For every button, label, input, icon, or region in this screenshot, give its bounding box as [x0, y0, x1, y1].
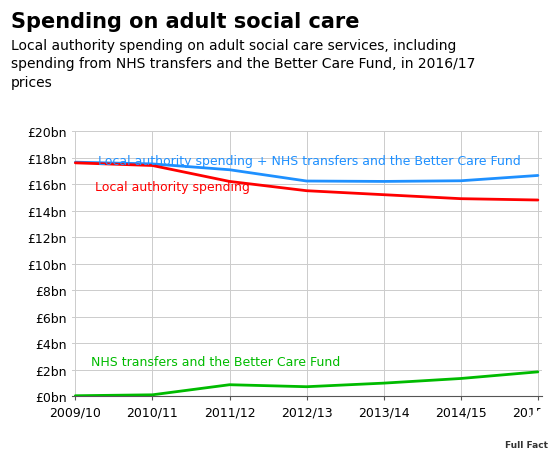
Text: NHS transfers and the Better Care Fund: NHS transfers and the Better Care Fund — [91, 355, 340, 368]
Polygon shape — [476, 401, 550, 459]
Text: Source:: Source: — [10, 424, 58, 434]
Text: Institute for Fiscal Studies, Green Budget 2017, Chapter 5, table 5.7: Institute for Fiscal Studies, Green Budg… — [47, 424, 430, 434]
Text: Local authority spending: Local authority spending — [95, 180, 250, 193]
Text: Local authority spending on adult social care services, including
spending from : Local authority spending on adult social… — [11, 39, 475, 90]
Text: Local authority spending + NHS transfers and the Better Care Fund: Local authority spending + NHS transfers… — [98, 155, 521, 168]
Text: Spending on adult social care: Spending on adult social care — [11, 11, 360, 31]
Text: Full Fact: Full Fact — [505, 440, 548, 449]
